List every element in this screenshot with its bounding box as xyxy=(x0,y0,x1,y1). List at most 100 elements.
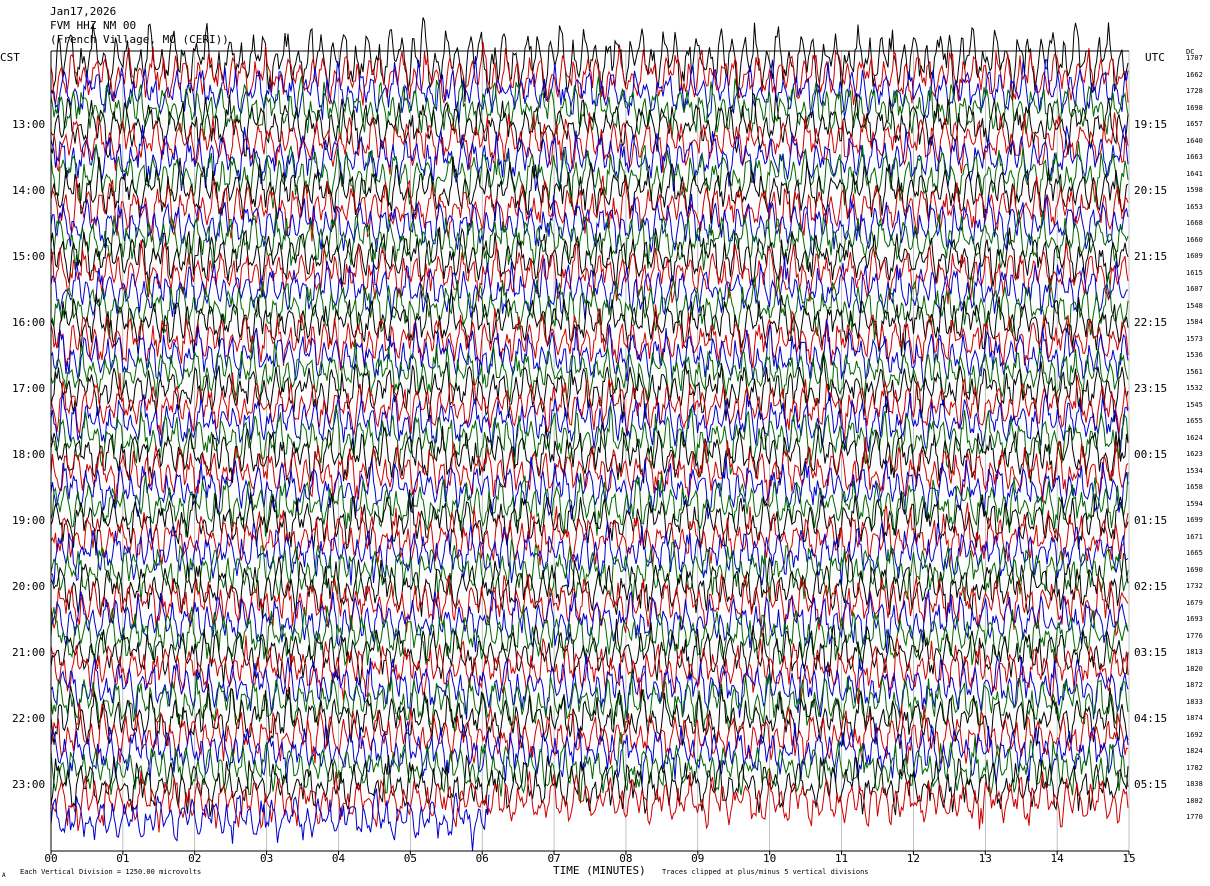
trace-19 xyxy=(50,320,1129,391)
dc-offset-label: 1665 xyxy=(1186,549,1203,557)
trace-22 xyxy=(50,372,1129,441)
right-time-label: 04:15 xyxy=(1134,712,1168,725)
trace-10 xyxy=(50,175,1129,243)
left-time-label: 19:00 xyxy=(12,514,46,527)
left-time-label: 22:00 xyxy=(12,712,46,725)
trace-2 xyxy=(50,41,1129,106)
dc-offset-label: 1690 xyxy=(1186,565,1203,574)
trace-30 xyxy=(50,502,1129,568)
trace-9 xyxy=(50,156,1129,224)
dc-offset-label: 1813 xyxy=(1186,648,1203,656)
x-tick-label: 12 xyxy=(906,852,921,865)
date-label: Jan17,2026 xyxy=(50,5,117,18)
trace-41 xyxy=(50,683,1129,749)
right-time-label: 02:15 xyxy=(1134,580,1168,593)
clip-note: Traces clipped at plus/minus 5 vertical … xyxy=(662,868,869,876)
corner-mark: A xyxy=(2,872,6,879)
trace-16 xyxy=(50,272,1129,341)
left-time-label: 17:00 xyxy=(12,382,46,395)
left-time-label: 15:00 xyxy=(12,250,46,263)
dc-offset-label: 1658 xyxy=(1186,483,1203,491)
right-time-label: 05:15 xyxy=(1134,778,1168,791)
trace-28 xyxy=(50,471,1129,538)
scale-note: Each Vertical Division = 1250.00 microvo… xyxy=(20,868,202,876)
x-tick-label: 00 xyxy=(44,852,58,865)
trace-17 xyxy=(50,288,1129,357)
dc-offset-label: 1607 xyxy=(1186,285,1203,293)
dc-offset-label: 1548 xyxy=(1186,301,1203,310)
trace-27 xyxy=(50,455,1129,520)
trace-45 xyxy=(50,755,1129,817)
x-tick-label: 04 xyxy=(331,852,346,865)
x-tick-label: 08 xyxy=(619,852,633,865)
dc-offset-label: 1728 xyxy=(1186,87,1203,95)
dc-offset-label: 1663 xyxy=(1186,153,1203,161)
x-tick-label: 06 xyxy=(475,852,489,865)
left-time-label: 18:00 xyxy=(12,448,46,461)
x-tick-label: 03 xyxy=(259,852,274,865)
right-time-label: 21:15 xyxy=(1134,250,1168,263)
dc-offset-label: 1594 xyxy=(1186,499,1203,508)
dc-offset-label: 1640 xyxy=(1186,136,1203,145)
x-tick-label: 02 xyxy=(188,852,202,865)
dc-offset-label: 1657 xyxy=(1186,120,1203,128)
dc-offset-label: 1770 xyxy=(1186,813,1203,821)
trace-13 xyxy=(50,226,1129,288)
dc-offset-label: 1532 xyxy=(1186,384,1203,392)
right-time-label: 22:15 xyxy=(1134,316,1168,329)
channel-label: FVM HHZ NM 00 xyxy=(50,19,137,32)
right-time-label: 23:15 xyxy=(1134,382,1168,395)
dc-offset-label: 1653 xyxy=(1186,202,1203,211)
dc-offset-label: 1624 xyxy=(1186,433,1203,442)
trace-29 xyxy=(50,489,1129,556)
dc-offset-label: 1598 xyxy=(1186,186,1203,194)
right-time-label: 00:15 xyxy=(1134,448,1168,461)
trace-46 xyxy=(50,770,1129,833)
timezone-right-label: UTC xyxy=(1145,51,1165,64)
dc-offset-label: 1872 xyxy=(1186,681,1203,689)
dc-header-label: DC xyxy=(1186,48,1195,56)
x-tick-label: 01 xyxy=(116,852,130,865)
dc-offset-label: 1545 xyxy=(1186,400,1203,409)
trace-6 xyxy=(50,112,1129,175)
trace-11 xyxy=(50,193,1129,258)
trace-15 xyxy=(50,256,1129,320)
dc-offset-label: 1838 xyxy=(1186,780,1203,788)
x-tick-label: 14 xyxy=(1050,852,1064,865)
dc-offset-label: 1692 xyxy=(1186,730,1203,739)
trace-32 xyxy=(50,539,1129,603)
left-time-label: 20:00 xyxy=(12,580,46,593)
dc-offset-label: 1679 xyxy=(1186,598,1203,607)
trace-26 xyxy=(50,436,1129,505)
trace-5 xyxy=(50,92,1129,159)
x-tick-label: 05 xyxy=(403,852,417,865)
dc-offset-label: 1662 xyxy=(1186,70,1203,79)
x-tick-label: 13 xyxy=(978,852,992,865)
left-time-label: 14:00 xyxy=(12,184,46,197)
trace-47 xyxy=(50,788,490,851)
trace-37 xyxy=(50,618,1129,687)
x-tick-label: 09 xyxy=(691,852,705,865)
x-axis-title: TIME (MINUTES) xyxy=(553,864,646,877)
left-time-label: 13:00 xyxy=(12,118,46,131)
dc-offset-label: 1534 xyxy=(1186,466,1203,475)
trace-23 xyxy=(50,392,1129,457)
dc-offset-label: 1561 xyxy=(1186,367,1203,376)
dc-offset-label: 1623 xyxy=(1186,450,1203,458)
trace-1 xyxy=(50,17,1129,103)
dc-offset-label: 1693 xyxy=(1186,615,1203,623)
dc-offset-label: 1655 xyxy=(1186,417,1203,425)
trace-14 xyxy=(50,240,1129,305)
dc-offset-label: 1660 xyxy=(1186,235,1203,244)
dc-offset-label: 1615 xyxy=(1186,268,1203,277)
right-time-label: 19:15 xyxy=(1134,118,1168,131)
trace-39 xyxy=(50,653,1129,720)
dc-offset-label: 1699 xyxy=(1186,516,1203,524)
dc-offset-label: 1802 xyxy=(1186,796,1203,805)
dc-offset-label: 1609 xyxy=(1186,252,1203,260)
right-time-label: 20:15 xyxy=(1134,184,1168,197)
dc-offset-label: 1782 xyxy=(1186,763,1203,772)
left-time-label: 16:00 xyxy=(12,316,46,329)
trace-8 xyxy=(50,140,1129,209)
